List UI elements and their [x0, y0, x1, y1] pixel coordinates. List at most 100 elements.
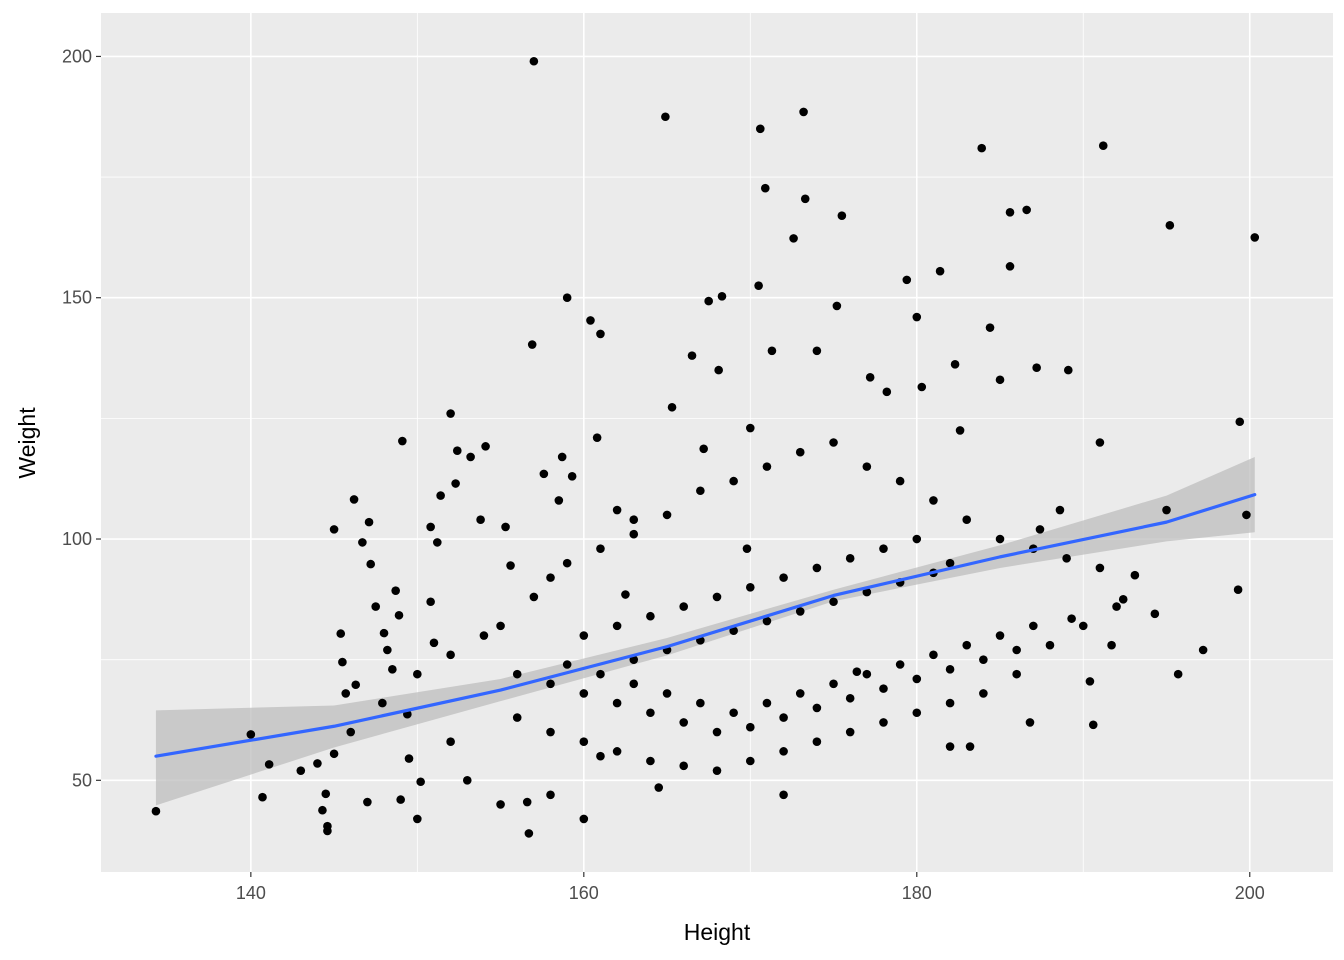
data-point: [346, 727, 356, 737]
data-point: [426, 597, 435, 607]
data-point: [1012, 669, 1021, 679]
data-point: [837, 211, 847, 220]
data-point: [522, 797, 532, 807]
data-point: [1029, 621, 1038, 631]
data-point: [351, 680, 361, 690]
data-point: [579, 689, 589, 698]
data-point: [1067, 614, 1076, 623]
data-point: [745, 722, 755, 732]
data-point: [612, 747, 622, 756]
data-point: [662, 510, 672, 520]
data-point: [1005, 208, 1015, 217]
data-point: [476, 515, 485, 525]
data-point: [313, 759, 322, 768]
data-point: [388, 665, 397, 674]
data-point: [621, 590, 630, 599]
data-point: [366, 559, 376, 569]
data-point: [862, 669, 872, 679]
data-point: [712, 727, 722, 737]
data-point: [945, 665, 955, 674]
data-point: [1242, 510, 1251, 520]
data-point: [662, 689, 672, 698]
data-point: [379, 628, 389, 638]
data-point: [832, 301, 842, 311]
data-point: [879, 718, 888, 727]
data-point: [466, 452, 475, 462]
data-point: [1233, 585, 1243, 594]
data-point: [364, 517, 374, 527]
data-point: [646, 756, 655, 766]
data-point: [318, 805, 327, 815]
data-point: [745, 582, 755, 592]
fit-line-layer: [154, 493, 1257, 758]
data-point: [962, 640, 972, 650]
data-point: [1250, 233, 1260, 242]
data-point: [501, 522, 510, 532]
data-point: [629, 679, 639, 689]
data-point: [349, 495, 359, 504]
data-point: [579, 737, 589, 747]
data-point: [404, 754, 414, 763]
data-point: [1035, 525, 1045, 534]
data-point: [1063, 365, 1073, 375]
data-point: [654, 783, 664, 792]
data-point: [955, 426, 965, 435]
data-point: [789, 234, 798, 243]
data-point: [539, 469, 549, 479]
data-point: [562, 293, 572, 303]
data-point: [557, 452, 567, 462]
data-point: [979, 655, 988, 664]
data-point: [596, 544, 605, 553]
data-point: [696, 698, 705, 708]
data-point: [512, 713, 522, 722]
data-point: [704, 296, 713, 306]
data-point: [341, 689, 351, 698]
confidence-ribbon-layer: [155, 456, 1255, 806]
data-point: [679, 718, 689, 727]
data-point: [596, 669, 605, 679]
data-point: [667, 402, 677, 412]
data-point: [965, 742, 975, 751]
data-point: [745, 423, 755, 433]
data-point: [762, 698, 772, 708]
confidence-ribbon: [155, 456, 1255, 806]
data-point: [852, 667, 862, 677]
data-point: [1098, 141, 1108, 151]
data-point: [829, 597, 838, 607]
data-point: [762, 462, 772, 471]
data-point: [596, 751, 605, 761]
y-tick-label: 200: [62, 46, 92, 66]
data-point: [1198, 645, 1208, 655]
data-point: [329, 749, 339, 759]
data-point: [363, 797, 372, 807]
data-point: [1165, 221, 1175, 230]
y-axis-title: Weight: [14, 407, 40, 479]
data-point: [879, 684, 888, 693]
data-point: [446, 650, 455, 660]
data-point: [629, 515, 639, 525]
data-point: [496, 621, 505, 631]
data-point: [882, 387, 892, 397]
data-point: [912, 674, 922, 684]
data-point: [977, 143, 987, 153]
data-point: [378, 698, 387, 708]
data-point: [929, 650, 938, 660]
data-point: [1107, 640, 1116, 650]
x-tick-label: 200: [1235, 883, 1265, 903]
data-point: [546, 679, 555, 689]
data-point: [646, 611, 655, 621]
data-point: [812, 703, 822, 713]
data-point: [879, 544, 888, 553]
data-point: [1045, 640, 1055, 650]
data-point: [433, 538, 442, 547]
data-point: [1025, 718, 1035, 727]
data-point: [527, 340, 537, 349]
data-point: [554, 496, 564, 505]
y-tick-label: 150: [62, 288, 92, 308]
data-point: [962, 515, 972, 525]
data-point: [912, 534, 922, 544]
data-point: [995, 534, 1005, 544]
data-point: [1022, 205, 1031, 215]
data-point: [416, 777, 425, 787]
